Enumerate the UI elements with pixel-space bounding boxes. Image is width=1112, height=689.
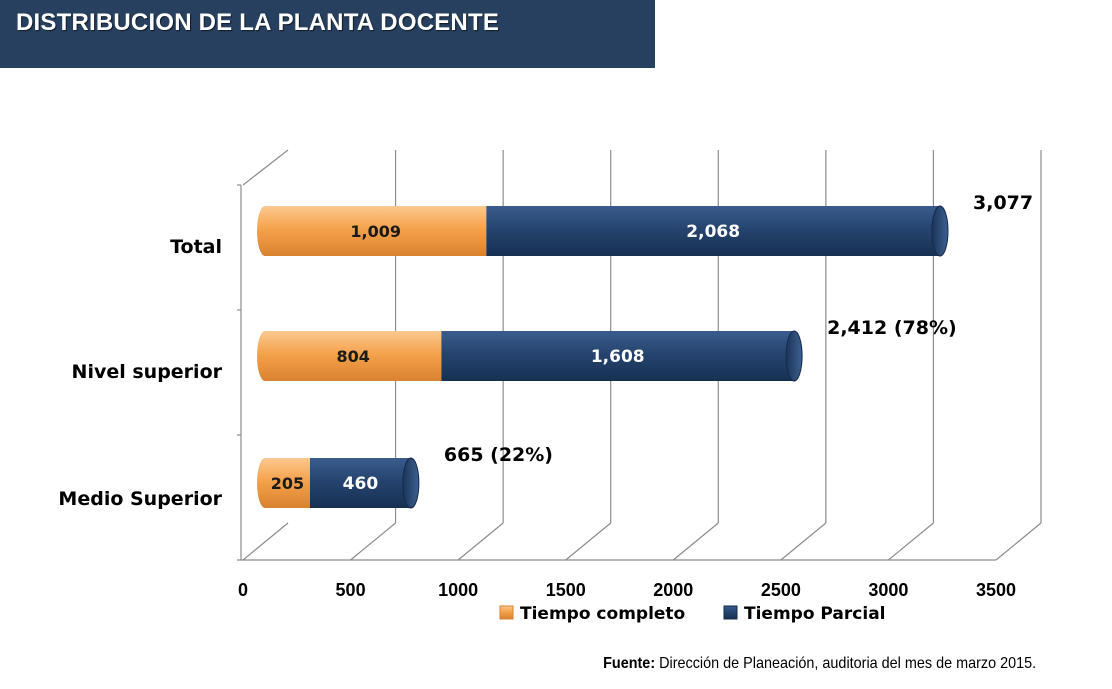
category-label: Medio Superior	[58, 488, 222, 510]
x-tick-label: 500	[336, 580, 366, 600]
title-bar: DISTRIBUCION DE LA PLANTA DOCENTE	[0, 0, 655, 68]
data-label-tiempo-completo: 804	[336, 347, 369, 366]
data-label-tiempo-completo: 1,009	[350, 222, 401, 241]
data-label-tiempo-parcial: 460	[343, 474, 379, 494]
source-label: Fuente:	[602, 655, 655, 672]
data-label-tiempo-parcial: 1,608	[591, 347, 645, 367]
total-label: 665 (22%)	[444, 444, 553, 466]
gridline-floor	[995, 522, 1042, 561]
legend-tiempo-parcial-label: Tiempo Parcial	[744, 604, 886, 624]
source-line: Fuente: Dirección de Planeación, auditor…	[603, 655, 1036, 673]
bar-tiempo-parcial	[486, 206, 940, 256]
gridline-floor	[242, 522, 289, 561]
bar-end-cap	[402, 457, 420, 509]
total-label: 2,412 (78%)	[827, 317, 957, 339]
bar-end-cap	[785, 330, 803, 382]
legend-tiempo-parcial-swatch	[723, 605, 738, 620]
x-tick-label: 2000	[653, 580, 693, 600]
gridline-floor	[888, 522, 934, 561]
category-label: Nivel superior	[72, 361, 223, 383]
x-tick-label: 3500	[976, 580, 1016, 600]
data-label-tiempo-parcial: 2,068	[686, 222, 740, 242]
bar-chart: 0 500 1000 1500 2000 2500 3000 3500 Total 1,009 2,…	[58, 149, 1042, 624]
x-tick-label: 1500	[546, 580, 586, 600]
x-tick-label: 0	[238, 580, 248, 600]
bar-tiempo-completo	[257, 206, 487, 256]
x-tick-label: 1000	[438, 580, 478, 600]
bar-tiempo-parcial	[309, 458, 411, 508]
gridline-floor	[457, 522, 504, 561]
data-label-tiempo-completo: 205	[271, 474, 304, 493]
gridline-floor	[672, 522, 719, 561]
bar-tiempo-completo	[257, 458, 310, 508]
gridline-floor	[780, 522, 827, 561]
x-tick-label: 2500	[761, 580, 801, 600]
legend-tiempo-completo-swatch	[499, 605, 514, 620]
gridline-floor	[350, 522, 396, 561]
source-text: Dirección de Planeación, auditoria del m…	[658, 655, 1036, 672]
total-label: 3,077	[973, 192, 1033, 214]
x-tick-label: 3000	[868, 580, 908, 600]
bar-end-cap	[931, 205, 949, 257]
legend-tiempo-completo-label: Tiempo completo	[520, 604, 685, 624]
page-title: DISTRIBUCION DE LA PLANTA DOCENTE	[16, 9, 500, 36]
category-label: Total	[170, 236, 222, 258]
bar-tiempo-parcial	[441, 331, 795, 381]
bar-tiempo-completo	[257, 331, 442, 381]
side-wall-top-edge	[242, 149, 289, 186]
gridline-floor	[565, 522, 612, 561]
